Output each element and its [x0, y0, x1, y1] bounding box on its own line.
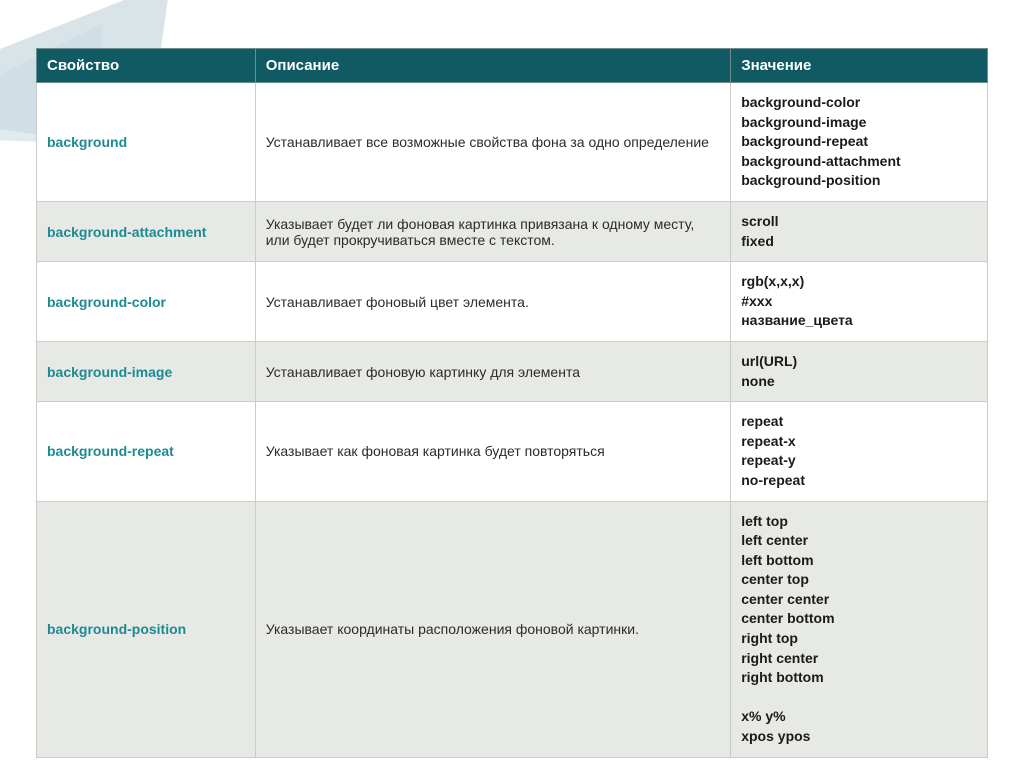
table-header-row: Свойство Описание Значение [37, 49, 988, 83]
property-values: background-color background-image backgr… [741, 93, 977, 191]
property-link[interactable]: background [47, 134, 127, 150]
property-link[interactable]: background-position [47, 621, 186, 637]
col-header-value: Значение [731, 49, 988, 83]
css-properties-table-container: Свойство Описание Значение background Ус… [36, 48, 988, 758]
col-header-description: Описание [255, 49, 731, 83]
property-description: Устанавливает фоновую картинку для элеме… [255, 341, 731, 401]
property-values: url(URL) none [741, 352, 977, 391]
property-values: scroll fixed [741, 212, 977, 251]
property-values: repeat repeat-x repeat-y no-repeat [741, 412, 977, 490]
table-row: background-attachment Указывает будет ли… [37, 201, 988, 261]
css-properties-table: Свойство Описание Значение background Ус… [36, 48, 988, 758]
table-row: background-color Устанавливает фоновый ц… [37, 262, 988, 342]
property-description: Устанавливает фоновый цвет элемента. [255, 262, 731, 342]
property-description: Указывает как фоновая картинка будет пов… [255, 402, 731, 501]
table-row: background Устанавливает все возможные с… [37, 83, 988, 202]
property-description: Указывает будет ли фоновая картинка прив… [255, 201, 731, 261]
table-row: background-repeat Указывает как фоновая … [37, 402, 988, 501]
table-row: background-position Указывает координаты… [37, 501, 988, 757]
property-values: left top left center left bottom center … [741, 512, 977, 747]
property-values: rgb(x,x,x) #xxx название_цвета [741, 272, 977, 331]
property-description: Устанавливает все возможные свойства фон… [255, 83, 731, 202]
property-link[interactable]: background-attachment [47, 224, 206, 240]
col-header-property: Свойство [37, 49, 256, 83]
property-link[interactable]: background-color [47, 294, 166, 310]
property-link[interactable]: background-repeat [47, 443, 174, 459]
table-row: background-image Устанавливает фоновую к… [37, 341, 988, 401]
property-link[interactable]: background-image [47, 364, 172, 380]
property-description: Указывает координаты расположения фоново… [255, 501, 731, 757]
